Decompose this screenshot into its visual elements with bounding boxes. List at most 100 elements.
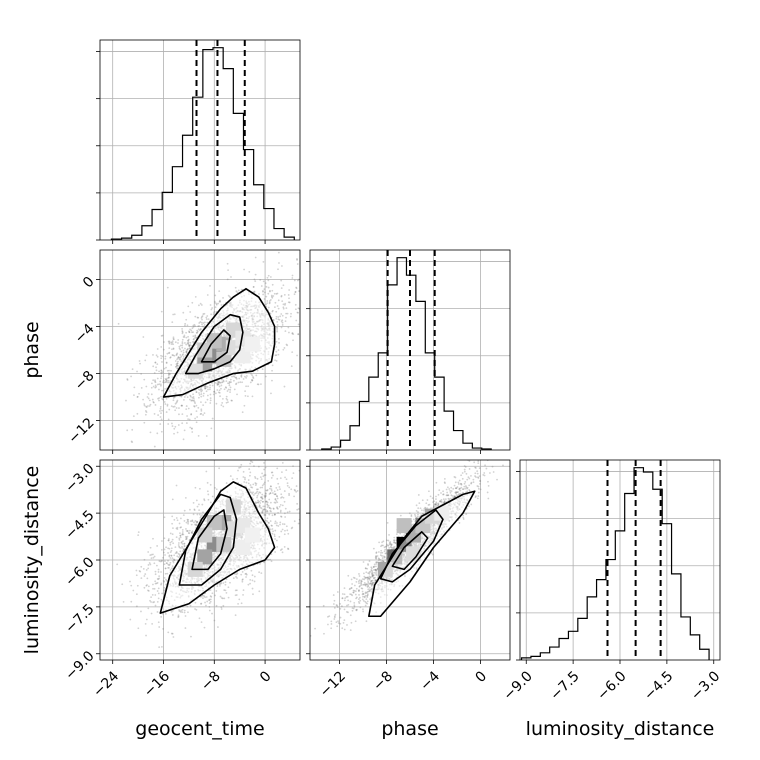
scatter-point: [126, 378, 129, 380]
scatter-point: [190, 531, 193, 534]
scatter-point: [165, 578, 167, 581]
scatter-point: [185, 331, 188, 334]
scatter-point: [276, 320, 279, 323]
scatter-point: [245, 572, 248, 575]
scatter-point: [221, 397, 224, 400]
scatter-point: [154, 582, 157, 585]
scatter-point: [260, 511, 263, 513]
scatter-point: [156, 383, 159, 386]
scatter-point: [251, 395, 254, 398]
scatter-point: [233, 373, 236, 376]
scatter-point: [206, 398, 209, 401]
scatter-point: [209, 304, 212, 306]
scatter-point: [268, 507, 271, 509]
scatter-point: [263, 495, 266, 497]
scatter-point: [269, 290, 271, 293]
scatter-point: [252, 377, 255, 379]
scatter-point: [272, 530, 274, 533]
scatter-point: [193, 323, 196, 326]
scatter-point: [175, 527, 178, 530]
scatter-point: [303, 483, 305, 485]
scatter-point: [171, 538, 174, 541]
scatter-point: [274, 301, 277, 304]
scatter-point: [229, 388, 232, 391]
scatter-point: [196, 316, 199, 319]
scatter-point: [150, 557, 153, 560]
scatter-point: [245, 385, 247, 388]
scatter-point: [219, 395, 221, 398]
scatter-point: [252, 436, 254, 438]
scatter-point: [209, 595, 212, 597]
scatter-point: [165, 361, 168, 364]
scatter-point: [153, 445, 156, 448]
scatter-point: [265, 303, 268, 306]
scatter-point: [264, 291, 266, 294]
scatter-point: [196, 330, 199, 333]
scatter-point: [218, 290, 221, 293]
scatter-point: [187, 418, 189, 421]
scatter-point: [171, 354, 174, 356]
scatter-point: [170, 632, 173, 635]
scatter-point: [271, 283, 274, 286]
scatter-point: [189, 398, 191, 401]
scatter-point: [162, 398, 165, 401]
scatter-point: [231, 399, 233, 402]
scatter-point: [185, 336, 188, 339]
scatter-point: [248, 270, 251, 273]
scatter-point: [178, 553, 181, 556]
scatter-point: [287, 294, 290, 296]
scatter-point: [182, 514, 185, 517]
scatter-point: [198, 329, 201, 332]
scatter-point: [180, 360, 183, 363]
scatter-point: [182, 355, 185, 358]
scatter-point: [297, 333, 300, 336]
scatter-point: [209, 600, 212, 603]
scatter-point: [180, 541, 183, 544]
scatter-point: [182, 353, 184, 356]
scatter-point: [188, 331, 191, 333]
scatter-point: [187, 347, 189, 350]
scatter-point: [191, 532, 194, 534]
scatter-point: [263, 508, 266, 511]
scatter-point: [192, 326, 195, 328]
scatter-point: [143, 575, 146, 577]
scatter-point: [270, 489, 273, 492]
scatter-point: [274, 501, 277, 504]
scatter-point: [283, 512, 286, 515]
scatter-point: [265, 510, 267, 513]
scatter-point: [259, 502, 262, 504]
scatter-point: [300, 283, 302, 285]
scatter-point: [179, 356, 182, 359]
scatter-point: [269, 312, 272, 315]
scatter-point: [236, 572, 239, 575]
scatter-point: [175, 484, 178, 487]
scatter-point: [194, 486, 197, 489]
scatter-point: [181, 533, 184, 535]
scatter-point: [162, 398, 165, 401]
scatter-point: [250, 486, 252, 489]
scatter-point: [147, 589, 149, 592]
scatter-point: [251, 379, 254, 382]
scatter-point: [169, 356, 172, 359]
scatter-point: [304, 464, 306, 466]
scatter-point: [147, 551, 150, 553]
scatter-point: [259, 506, 262, 509]
scatter-point: [181, 331, 184, 334]
scatter-point: [282, 303, 285, 306]
scatter-point: [176, 400, 178, 403]
scatter-point: [275, 315, 278, 318]
scatter-point: [191, 340, 194, 343]
scatter-point: [143, 403, 146, 405]
scatter-point: [169, 532, 172, 535]
scatter-point: [264, 492, 267, 495]
scatter-point: [264, 474, 267, 476]
scatter-point: [168, 563, 171, 566]
scatter-point: [235, 575, 237, 578]
scatter-point: [306, 510, 308, 512]
scatter-point: [140, 577, 143, 580]
scatter-point: [273, 513, 276, 516]
scatter-point: [160, 375, 163, 378]
scatter-point: [188, 532, 191, 535]
scatter-point: [278, 451, 280, 453]
